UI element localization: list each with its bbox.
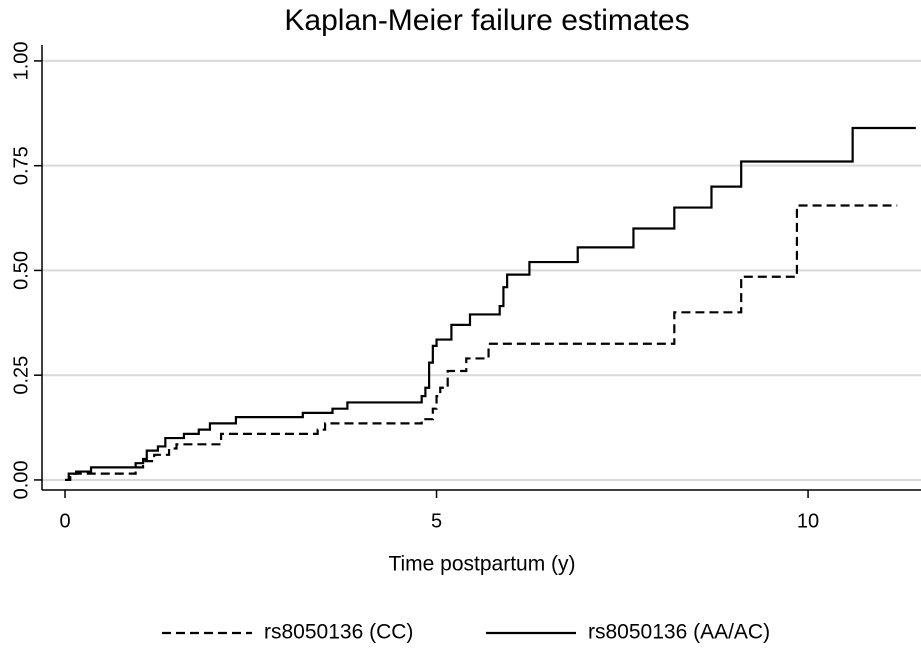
y-tick-label: 0.50 [10,251,32,290]
y-tick-label: 0.25 [10,356,32,395]
x-tick-label: 0 [59,510,70,532]
y-tick-label: 1.00 [10,41,32,80]
km-curve [65,126,916,482]
legend-label: rs8050136 (AA/AC) [588,621,770,644]
legend-label: rs8050136 (CC) [264,621,413,644]
y-tick-label: 0.00 [10,460,32,499]
x-axis-label: Time postpartum (y) [388,553,575,576]
x-tick-label: 10 [797,510,819,532]
y-tick-label: 0.75 [10,146,32,185]
km-curve [65,204,898,482]
x-tick-label: 5 [431,510,442,532]
chart-title: Kaplan-Meier failure estimates [284,4,689,37]
